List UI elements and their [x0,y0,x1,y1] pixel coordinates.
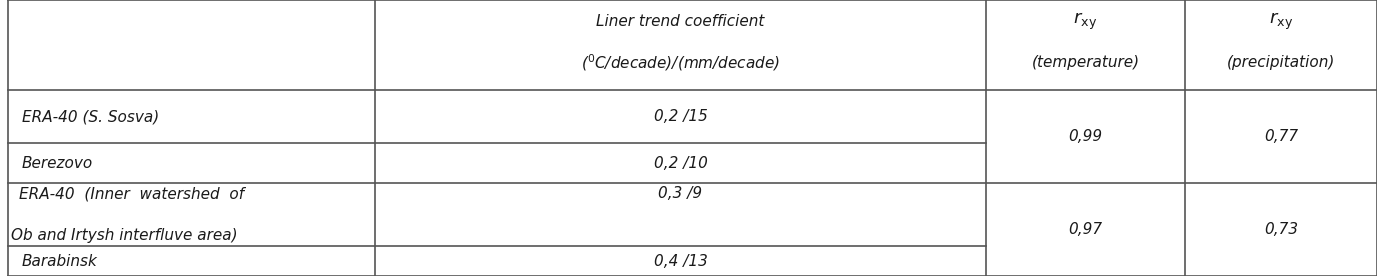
Text: 0,4 /13: 0,4 /13 [654,253,708,269]
Text: 0,99: 0,99 [1069,129,1103,144]
Text: Ob and Irtysh interfluve area): Ob and Irtysh interfluve area) [11,228,237,243]
Text: 0,73: 0,73 [1264,222,1299,237]
Text: (precipitation): (precipitation) [1227,55,1336,70]
Text: 0,77: 0,77 [1264,129,1299,144]
Text: ERA-40 (S. Sosva): ERA-40 (S. Sosva) [22,109,158,124]
Text: Liner trend coefficient: Liner trend coefficient [596,14,764,29]
Text: 0,2 /10: 0,2 /10 [654,155,708,171]
Text: 0,3 /9: 0,3 /9 [658,186,702,201]
Text: ERA-40  (Inner  watershed  of: ERA-40 (Inner watershed of [19,186,244,201]
Text: 0,2 /15: 0,2 /15 [654,109,708,124]
Text: ($^{0}$C/decade)/(mm/decade): ($^{0}$C/decade)/(mm/decade) [581,53,779,73]
Text: Berezovo: Berezovo [22,155,94,171]
Text: Barabinsk: Barabinsk [22,253,98,269]
Text: r$_{\rm xy}$: r$_{\rm xy}$ [1270,11,1293,32]
Text: 0,97: 0,97 [1069,222,1103,237]
Text: r$_{\rm xy}$: r$_{\rm xy}$ [1074,11,1097,32]
Text: (temperature): (temperature) [1031,55,1140,70]
